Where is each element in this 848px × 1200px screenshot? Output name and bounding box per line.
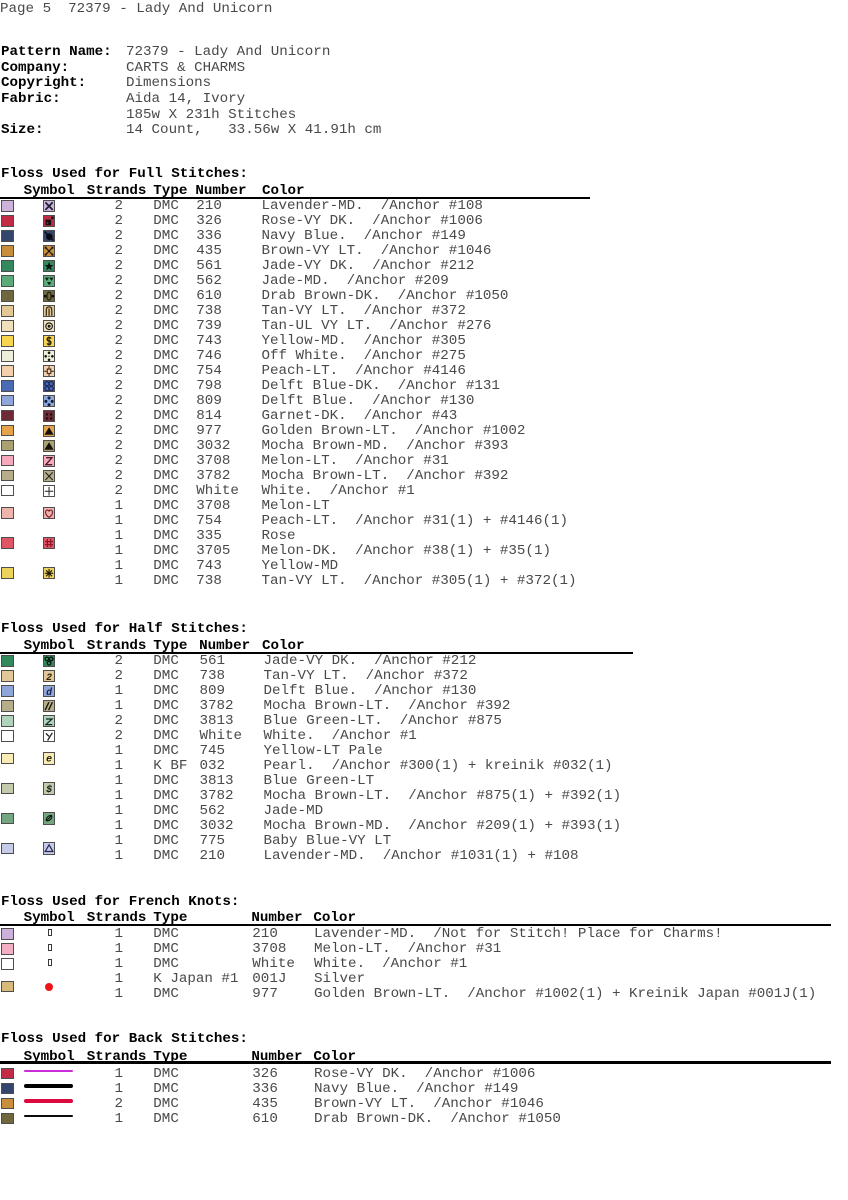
svg-text:d: d [47, 687, 54, 697]
svg-text:e: e [47, 754, 53, 764]
svg-text:$: $ [47, 784, 53, 794]
svg-text:2: 2 [47, 672, 53, 682]
